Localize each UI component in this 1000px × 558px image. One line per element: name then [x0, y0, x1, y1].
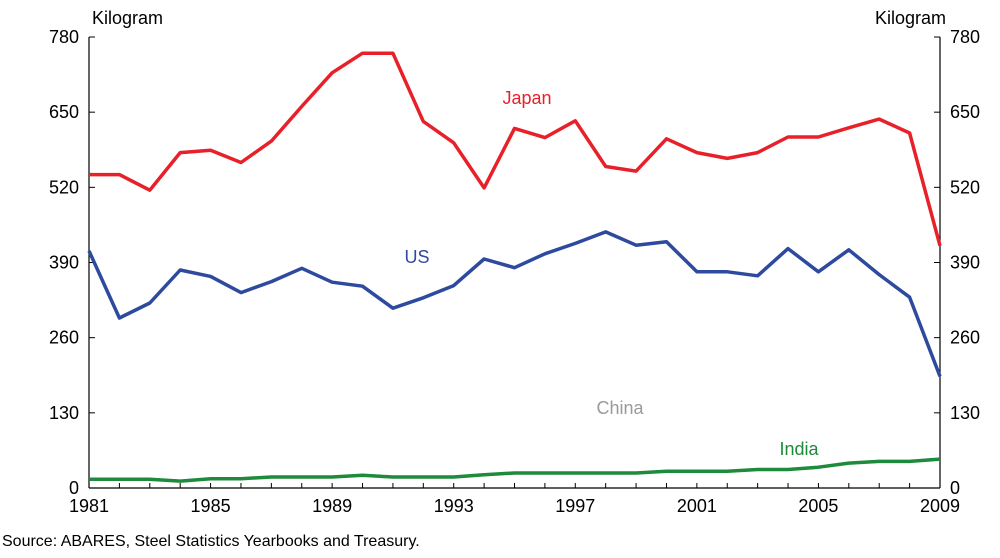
x-tick-label: 1981	[69, 496, 109, 516]
series-label-china: China	[596, 398, 644, 418]
left-axis-unit-label: Kilogram	[92, 8, 163, 28]
right-axis-unit-label: Kilogram	[875, 8, 946, 28]
line-chart: 0 0 130 130 260 260 390 390 520 520 650 650 780 780 19…	[49, 8, 980, 516]
left-y-tick-label: 0	[69, 478, 79, 498]
series-line-india	[89, 457, 941, 483]
right-y-tick-label: 260	[950, 328, 980, 348]
right-y-tick-label: 650	[950, 102, 980, 122]
series-label-us: US	[404, 247, 429, 267]
left-y-tick-label: 650	[49, 102, 79, 122]
series-label-japan: Japan	[502, 88, 551, 108]
series-line-japan	[89, 51, 942, 247]
series-lines	[87, 51, 942, 483]
right-y-tick-label: 520	[950, 177, 980, 197]
right-y-tick-label: 390	[950, 253, 980, 273]
series-label-india: India	[779, 439, 819, 459]
x-tick-label: 1997	[555, 496, 595, 516]
source-note: Source: ABARES, Steel Statistics Yearboo…	[2, 533, 420, 550]
left-y-tick-label: 390	[49, 253, 79, 273]
series-labels: Japan US China India	[404, 88, 819, 459]
x-tick-label: 1989	[312, 496, 352, 516]
x-tick-label: 2005	[798, 496, 838, 516]
left-y-tick-label: 130	[49, 403, 79, 423]
right-y-tick-label: 130	[950, 403, 980, 423]
x-tick-label: 1985	[191, 496, 231, 516]
right-y-tick-label: 0	[950, 478, 960, 498]
left-y-tick-label: 260	[49, 328, 79, 348]
right-y-tick-label: 780	[950, 27, 980, 47]
left-y-tick-label: 520	[49, 177, 79, 197]
x-tick-label: 2001	[677, 496, 717, 516]
x-tick-label: 2009	[920, 496, 960, 516]
series-line-us	[87, 230, 942, 378]
x-tick-label: 1993	[434, 496, 474, 516]
axes: 0 0 130 130 260 260 390 390 520 520 650 650 780 780 19…	[49, 27, 980, 516]
left-y-tick-label: 780	[49, 27, 79, 47]
